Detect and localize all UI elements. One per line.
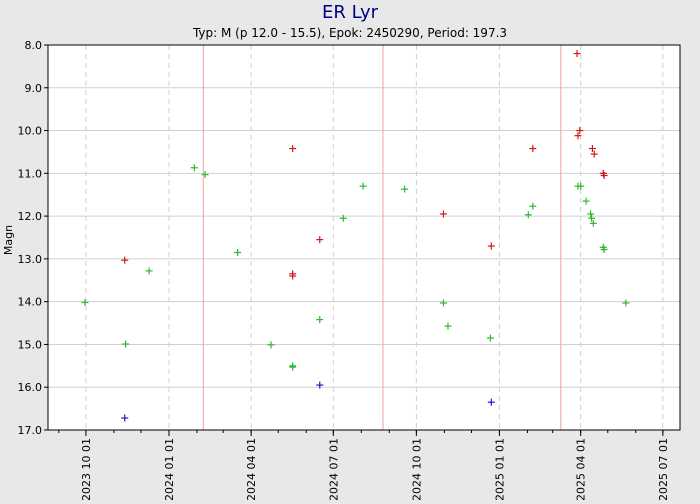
data-point bbox=[234, 248, 242, 256]
data-point bbox=[577, 182, 585, 190]
data-point bbox=[316, 236, 324, 244]
plot-frame bbox=[47, 44, 681, 431]
y-tick-label: 15.0 bbox=[18, 338, 43, 351]
data-point bbox=[588, 214, 596, 222]
y-tick-label: 9.0 bbox=[25, 82, 43, 95]
x-tick-label: 2024 04 01 bbox=[245, 438, 258, 500]
data-point bbox=[582, 197, 590, 205]
data-point bbox=[622, 299, 630, 307]
data-point bbox=[289, 363, 297, 371]
data-point bbox=[289, 145, 297, 153]
data-point bbox=[316, 316, 324, 324]
data-point bbox=[267, 341, 275, 349]
data-point bbox=[574, 132, 582, 140]
x-tick-label: 2023 10 01 bbox=[80, 438, 93, 500]
data-point bbox=[587, 210, 595, 218]
data-points bbox=[81, 50, 630, 422]
data-point bbox=[439, 299, 447, 307]
data-point bbox=[359, 182, 367, 190]
data-point bbox=[439, 210, 447, 218]
data-point bbox=[588, 145, 596, 153]
y-tick-label: 10.0 bbox=[18, 125, 43, 138]
data-point bbox=[444, 322, 452, 330]
grid-layer bbox=[48, 44, 680, 431]
chart-title: ER Lyr bbox=[322, 2, 379, 23]
y-tick-label: 11.0 bbox=[18, 167, 43, 180]
data-point bbox=[486, 334, 494, 342]
data-point bbox=[121, 256, 129, 264]
y-tick-label: 12.0 bbox=[18, 210, 43, 223]
y-tick-label: 17.0 bbox=[18, 424, 43, 437]
data-point bbox=[600, 171, 608, 179]
data-point bbox=[316, 381, 324, 389]
data-point bbox=[487, 242, 495, 250]
data-point bbox=[590, 150, 598, 158]
x-tick-label: 2025 04 01 bbox=[575, 438, 588, 500]
data-point bbox=[81, 299, 89, 307]
data-point bbox=[122, 340, 130, 348]
x-tick-label: 2024 01 01 bbox=[163, 438, 176, 500]
x-tick-label: 2024 07 01 bbox=[327, 438, 340, 500]
y-tick-label: 13.0 bbox=[18, 253, 43, 266]
data-point bbox=[145, 267, 153, 275]
data-point bbox=[576, 127, 584, 135]
data-point bbox=[529, 145, 537, 153]
x-tick-label: 2024 10 01 bbox=[410, 438, 423, 500]
maxima-lines bbox=[202, 45, 562, 430]
data-point bbox=[201, 171, 209, 179]
data-point bbox=[401, 185, 409, 193]
axes-layer: 8.0 9.0 10.0 11.0 12.0 13.0 14.0 15.0 16.0 17.0 20… bbox=[18, 39, 681, 501]
data-point bbox=[529, 202, 537, 210]
data-point bbox=[339, 214, 347, 222]
data-point bbox=[289, 272, 297, 280]
data-point bbox=[487, 398, 495, 406]
data-point bbox=[589, 219, 597, 227]
y-tick-label: 16.0 bbox=[18, 381, 43, 394]
data-point bbox=[600, 245, 608, 253]
data-point bbox=[190, 164, 198, 172]
data-point bbox=[524, 211, 532, 219]
chart-subtitle: Typ: M (p 12.0 - 15.5), Epok: 2450290, P… bbox=[192, 26, 507, 40]
x-tick-label: 2025 07 01 bbox=[657, 438, 670, 500]
plot-area bbox=[48, 45, 680, 430]
data-point bbox=[121, 414, 129, 422]
x-tick-label: 2025 01 01 bbox=[493, 438, 506, 500]
data-point bbox=[573, 50, 581, 58]
y-tick-label: 8.0 bbox=[25, 39, 43, 52]
y-tick-label: 14.0 bbox=[18, 296, 43, 309]
y-axis-label: Magn bbox=[2, 225, 15, 255]
